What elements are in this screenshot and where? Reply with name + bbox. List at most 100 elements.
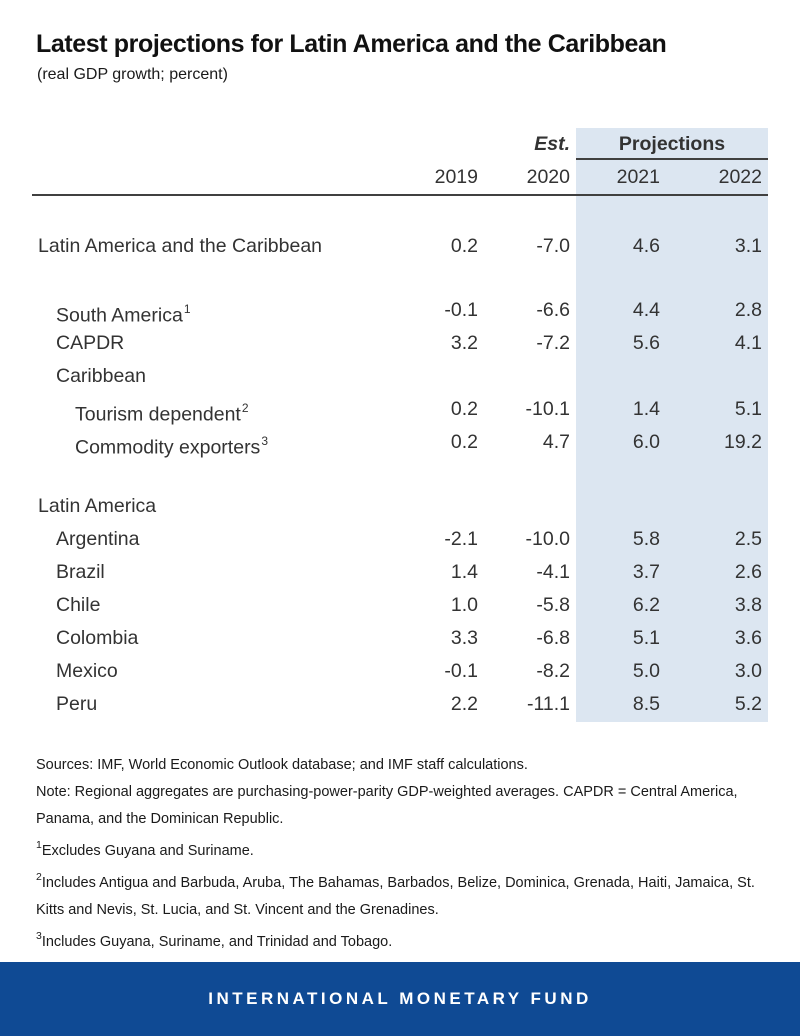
projections-shade-column — [576, 128, 768, 722]
table-row: Peru 2.2 -11.1 8.5 5.2 — [32, 688, 768, 721]
table-row: Chile 1.0 -5.8 6.2 3.8 — [32, 589, 768, 622]
year-header-spacer — [32, 160, 380, 194]
page-title: Latest projections for Latin America and… — [36, 30, 667, 58]
value-cell: -5.8 — [536, 594, 570, 616]
row-label: Caribbean — [56, 365, 146, 387]
value-cell: 8.5 — [632, 693, 660, 715]
value-cell: 3.6 — [734, 627, 762, 649]
row-label: South America1 — [56, 302, 191, 327]
footnotes-block: Sources: IMF, World Economic Outlook dat… — [36, 752, 762, 955]
value-cell: 1.4 — [450, 561, 478, 583]
page-subtitle: (real GDP growth; percent) — [37, 66, 228, 83]
table-row: Latin America and the Caribbean 0.2 -7.0 4.… — [32, 230, 768, 263]
value-cell: 2.5 — [734, 528, 762, 550]
projections-column-group-label: Projections — [576, 128, 768, 160]
value-cell: -8.2 — [536, 660, 570, 682]
footnote-marker: 1 — [36, 839, 42, 851]
footnote-marker: 2 — [241, 401, 249, 415]
row-label: Peru — [56, 693, 98, 715]
est-column-group-label: Est. — [534, 133, 570, 155]
row-label: Commodity exporters3 — [75, 434, 268, 459]
value-cell: -6.8 — [536, 627, 570, 649]
value-cell: 6.2 — [632, 594, 660, 616]
value-cell: 5.0 — [632, 660, 660, 682]
footnote: Sources: IMF, World Economic Outlook dat… — [36, 757, 528, 773]
value-cell: 0.2 — [450, 235, 478, 257]
year-header-2019: 2019 — [434, 166, 478, 188]
value-cell — [570, 490, 660, 523]
imf-footer-text: INTERNATIONAL MONETARY FUND — [208, 989, 592, 1008]
value-cell: 2.6 — [734, 561, 762, 583]
footnote: 1Excludes Guyana and Suriname. — [36, 839, 254, 859]
table-row: Argentina -2.1 -10.0 5.8 2.5 — [32, 523, 768, 556]
footnote-marker: 1 — [183, 302, 191, 316]
year-header-2021: 2021 — [616, 166, 660, 188]
value-cell: 3.8 — [734, 594, 762, 616]
table-row: South America1 -0.1 -6.6 4.4 2.8 — [32, 294, 768, 327]
year-header-row: 2019 2020 2021 2022 — [32, 160, 768, 194]
table-row: CAPDR 3.2 -7.2 5.6 4.1 — [32, 327, 768, 360]
value-cell — [478, 490, 570, 523]
column-group-header-row: Est. Projections — [32, 128, 768, 160]
footnote: 3Includes Guyana, Suriname, and Trinidad… — [36, 929, 393, 950]
value-cell: 4.4 — [632, 299, 660, 321]
value-cell: 1.4 — [632, 398, 660, 420]
value-cell — [380, 360, 478, 393]
value-cell: 4.1 — [734, 332, 762, 354]
footnote: 2Includes Antigua and Barbuda, Aruba, Th… — [36, 870, 755, 918]
row-label: Mexico — [56, 660, 118, 682]
projections-table: Est. Projections 2019 2020 2021 2022 Lat… — [32, 128, 768, 722]
table-top-rule — [32, 194, 768, 196]
value-cell: 0.2 — [450, 431, 478, 453]
value-cell: 3.3 — [450, 627, 478, 649]
value-cell: 3.0 — [734, 660, 762, 682]
footnote-marker: 2 — [36, 870, 42, 883]
value-cell: -11.1 — [527, 693, 570, 715]
value-cell — [570, 360, 660, 393]
footnote-marker: 3 — [36, 929, 42, 942]
table-row: Brazil 1.4 -4.1 3.7 2.6 — [32, 556, 768, 589]
value-cell: 2.8 — [734, 299, 762, 321]
value-cell — [660, 360, 762, 393]
value-cell: 3.2 — [450, 332, 478, 354]
value-cell: -2.1 — [444, 528, 478, 550]
value-cell: 19.2 — [724, 431, 762, 453]
value-cell: 2.2 — [450, 693, 478, 715]
value-cell: -7.2 — [536, 332, 570, 354]
footnote-marker: 3 — [261, 434, 268, 448]
value-cell: 6.0 — [632, 431, 660, 453]
imf-footer-band: INTERNATIONAL MONETARY FUND — [0, 962, 800, 1036]
value-cell: -0.1 — [444, 660, 478, 682]
table-row: Commodity exporters3 0.2 4.7 6.0 19.2 — [32, 426, 768, 459]
value-cell: 5.2 — [734, 693, 762, 715]
value-cell: 5.8 — [632, 528, 660, 550]
value-cell: -7.0 — [536, 235, 570, 257]
value-cell: -0.1 — [444, 299, 478, 321]
table-row: Latin America — [32, 490, 768, 523]
value-cell: -6.6 — [536, 299, 570, 321]
table-row: Colombia 3.3 -6.8 5.1 3.6 — [32, 622, 768, 655]
value-cell: 4.6 — [632, 235, 660, 257]
table-row: Tourism dependent2 0.2 -10.1 1.4 5.1 — [32, 393, 768, 426]
table-body: Latin America and the Caribbean 0.2 -7.0 4.… — [32, 230, 768, 721]
value-cell: 3.1 — [734, 235, 762, 257]
value-cell — [478, 360, 570, 393]
footnote: Note: Regional aggregates are purchasing… — [36, 784, 738, 827]
row-label: Latin America and the Caribbean — [38, 235, 323, 257]
value-cell — [660, 490, 762, 523]
row-label: Colombia — [56, 627, 139, 649]
value-cell: 5.6 — [632, 332, 660, 354]
value-cell: 4.7 — [542, 431, 570, 453]
value-cell: -10.1 — [525, 398, 570, 420]
value-cell: 1.0 — [450, 594, 478, 616]
value-cell: 5.1 — [734, 398, 762, 420]
value-cell: -4.1 — [536, 561, 570, 583]
value-cell: 5.1 — [632, 627, 660, 649]
table-row: Mexico -0.1 -8.2 5.0 3.0 — [32, 655, 768, 688]
row-label: Argentina — [56, 528, 140, 550]
table-row: Caribbean — [32, 360, 768, 393]
year-header-2020: 2020 — [526, 166, 570, 188]
value-cell: 0.2 — [450, 398, 478, 420]
row-label: Tourism dependent2 — [75, 401, 249, 426]
